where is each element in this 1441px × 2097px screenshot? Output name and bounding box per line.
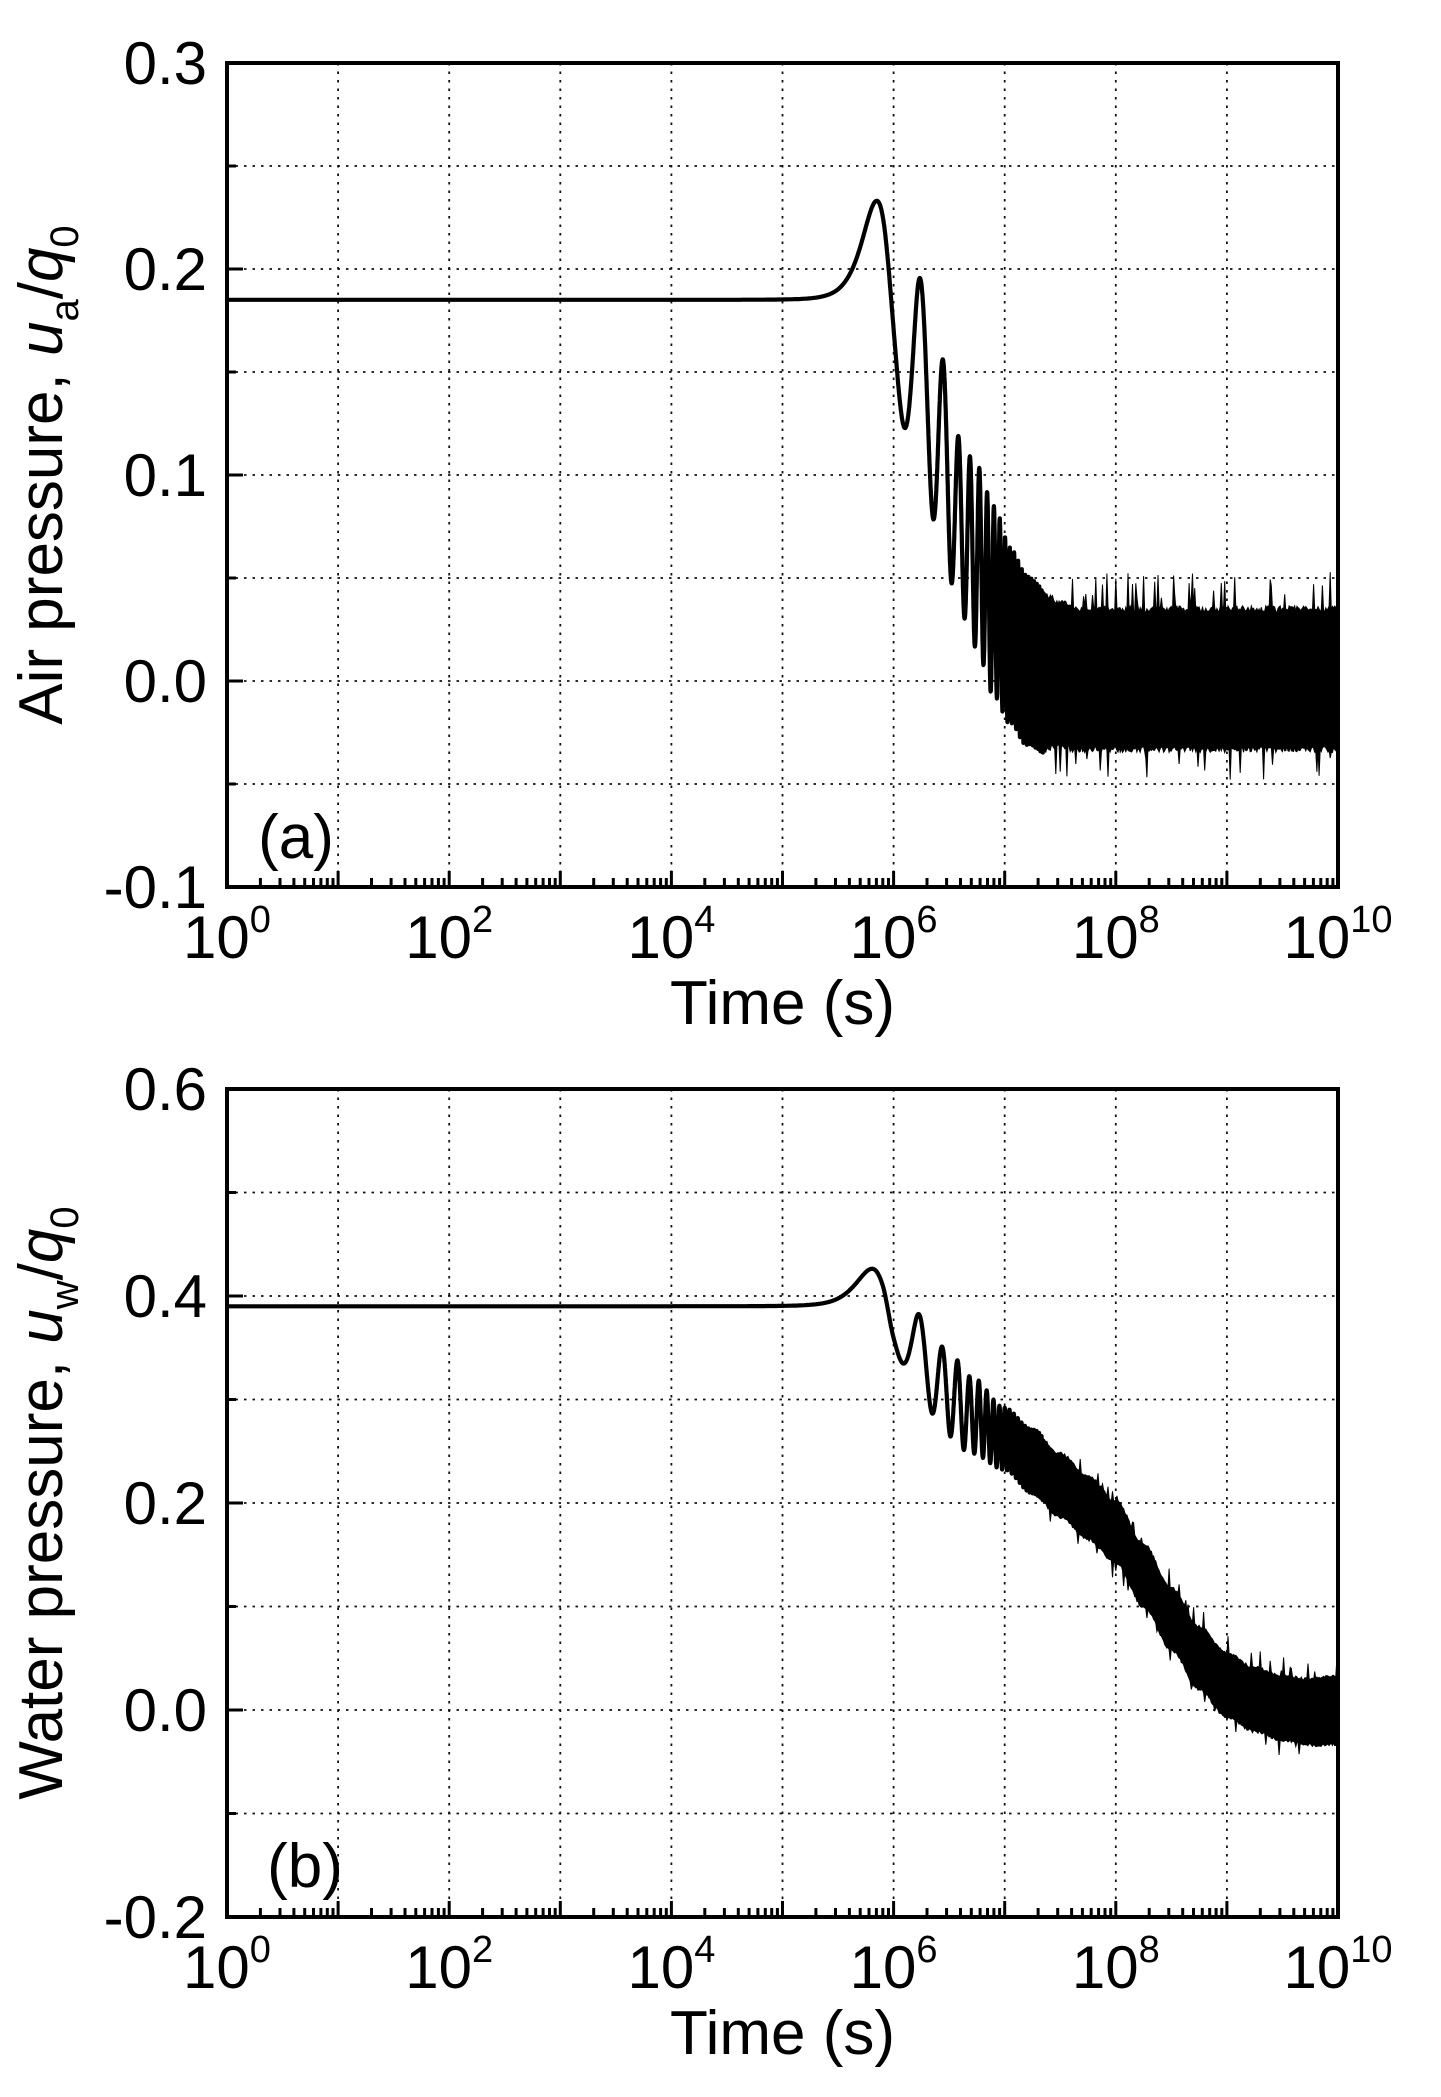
x-tick-label: 106 xyxy=(850,899,938,971)
y-tick-label: 0.0 xyxy=(124,648,207,715)
y-tick-labels: 0.6 0.4 0.2 0.0 -0.2 xyxy=(104,1056,207,1951)
y-tick-label: 0.6 xyxy=(124,1056,207,1123)
x-tick-label: 104 xyxy=(627,1929,715,2001)
grid-lines xyxy=(227,1089,1338,1917)
y-tick-label: 0.1 xyxy=(124,442,207,509)
pressure-curve xyxy=(227,1266,1046,1503)
axis-frame xyxy=(225,61,1340,889)
y-tick-label: 0.2 xyxy=(124,1470,207,1537)
y-tick-label: -0.1 xyxy=(104,854,207,921)
x-tick-label: 104 xyxy=(627,899,715,971)
x-tick-label: 102 xyxy=(405,1929,493,2001)
y-axis-title: Air pressure, ua/q0 xyxy=(7,225,87,724)
x-tick-label: 1010 xyxy=(1283,899,1392,971)
x-tick-label: 1010 xyxy=(1283,1929,1392,2001)
y-tick-label: 0.2 xyxy=(124,236,207,303)
x-tick-labels: 100 102 104 106 108 1010 xyxy=(183,1929,1392,2001)
x-tick-label: 108 xyxy=(1072,899,1160,971)
x-axis-title: Time (s) xyxy=(670,969,895,1038)
pressure-curve xyxy=(227,198,1046,755)
x-tick-label: 106 xyxy=(850,1929,938,2001)
y-axis-title: Water pressure, uw/q0 xyxy=(7,1206,87,1799)
oscillation-band xyxy=(1043,572,1339,780)
y-tick-label: -0.2 xyxy=(104,1884,207,1951)
x-tick-label: 108 xyxy=(1072,1929,1160,2001)
y-tick-label: 0.3 xyxy=(124,30,207,97)
y-tick-label: 0.4 xyxy=(124,1263,207,1330)
x-tick-label: 100 xyxy=(183,1929,271,2001)
x-tick-label: 102 xyxy=(405,899,493,971)
oscillation-band xyxy=(1043,1438,1339,1756)
panel-label: (b) xyxy=(267,1832,343,1901)
panel-label: (a) xyxy=(258,803,334,872)
x-axis-title: Time (s) xyxy=(670,1999,895,2068)
grid-lines xyxy=(227,63,1338,887)
x-tick-label: 100 xyxy=(183,899,271,971)
x-tick-labels: 100 102 104 106 108 1010 xyxy=(183,899,1392,971)
y-tick-labels: 0.3 0.2 0.1 0.0 -0.1 xyxy=(104,30,207,921)
axis-frame xyxy=(225,1087,1340,1919)
y-tick-label: 0.0 xyxy=(124,1677,207,1744)
